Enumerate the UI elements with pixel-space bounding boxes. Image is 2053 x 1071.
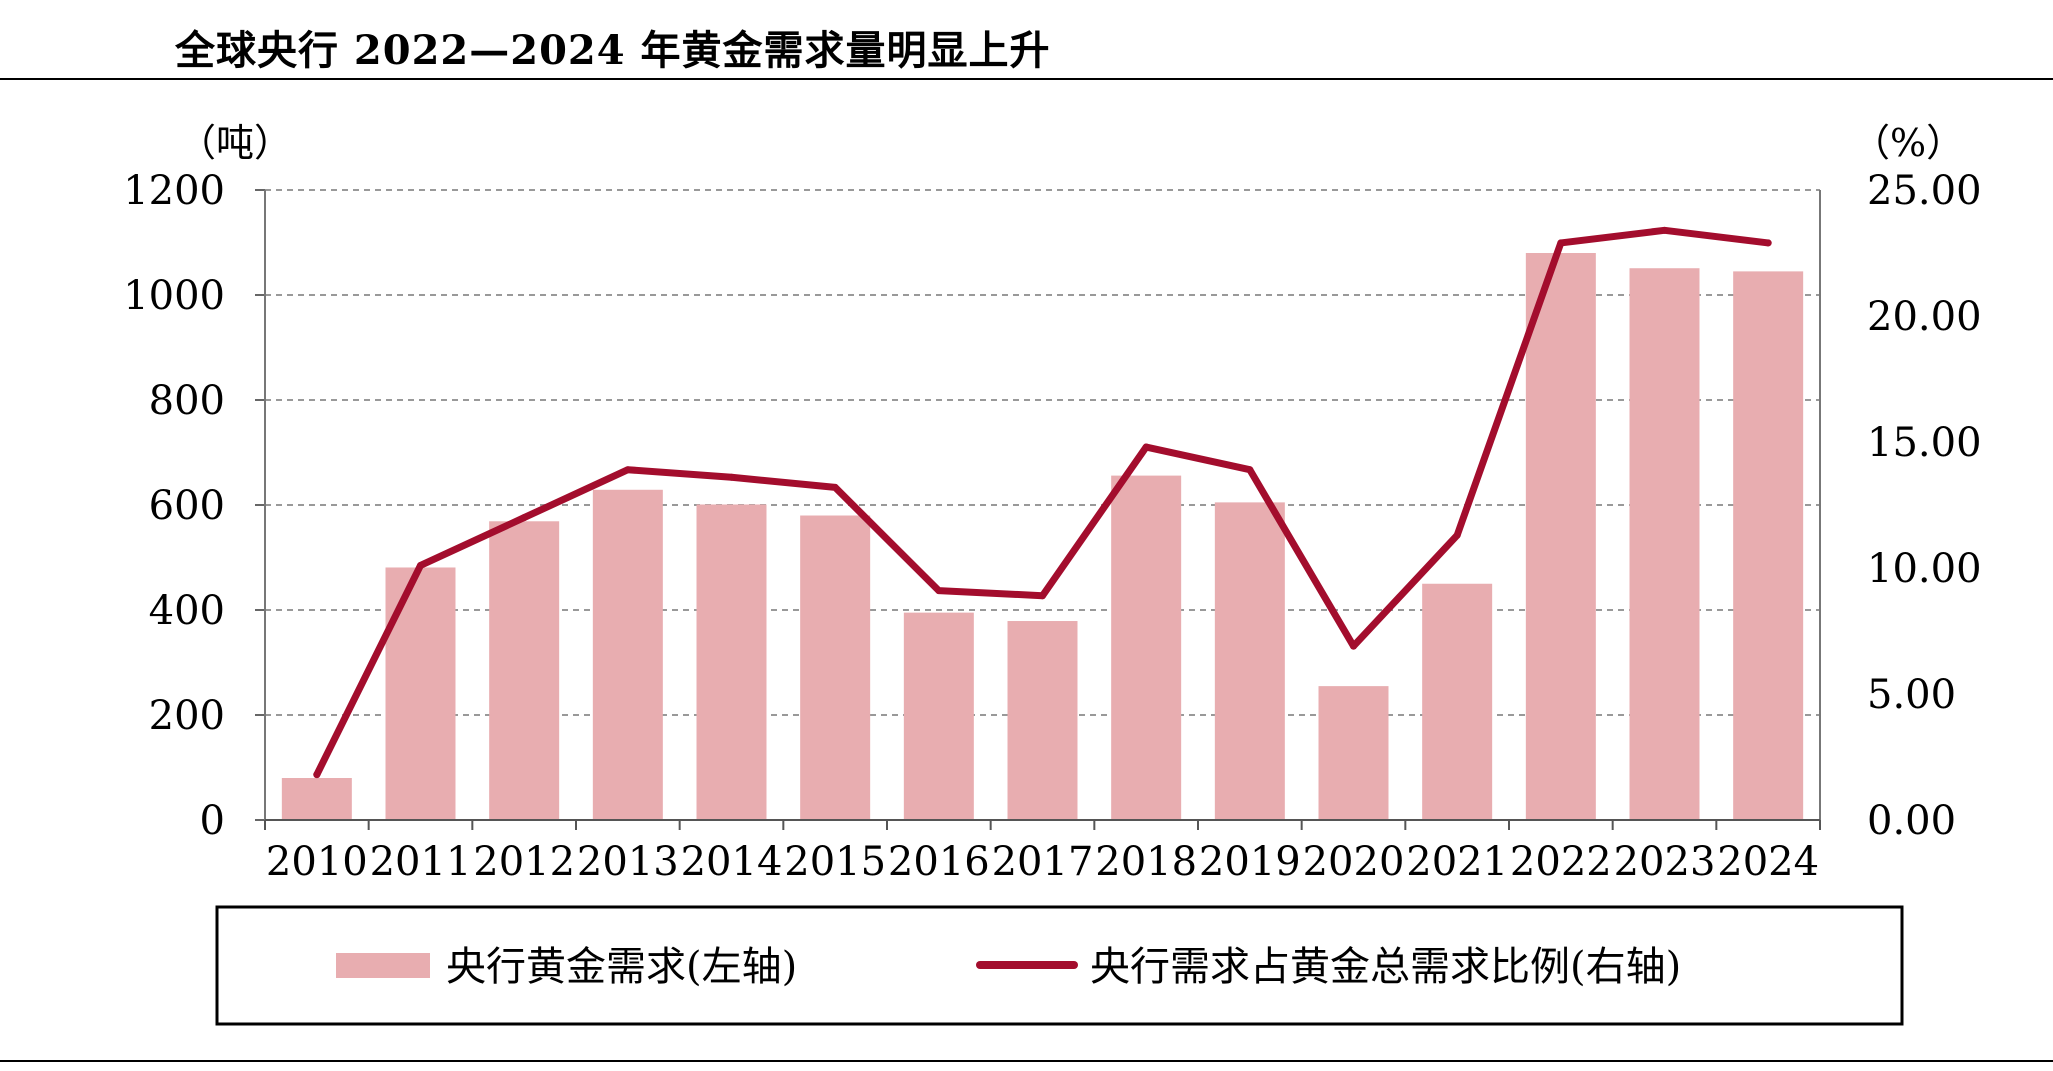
left-axis-tick-label: 800 bbox=[149, 378, 225, 424]
x-axis-label-2015: 2015 bbox=[784, 839, 886, 885]
x-axis-label-2016: 2016 bbox=[888, 839, 990, 885]
left-axis-tick-label: 1000 bbox=[123, 273, 225, 319]
bar-2011 bbox=[385, 567, 456, 820]
bar-2012 bbox=[489, 521, 560, 820]
left-axis-tick-label: 600 bbox=[149, 483, 225, 529]
x-axis-label-2011: 2011 bbox=[370, 839, 472, 885]
axes-layer bbox=[255, 189, 1821, 830]
x-axis-label-2023: 2023 bbox=[1614, 839, 1716, 885]
bar-2014 bbox=[696, 504, 767, 820]
x-axis-label-2013: 2013 bbox=[577, 839, 679, 885]
ratio-point-2024 bbox=[1764, 239, 1772, 247]
bar-2022 bbox=[1525, 253, 1596, 820]
right-axis-tick-label: 15.00 bbox=[1867, 420, 1982, 466]
x-axis-label-2017: 2017 bbox=[992, 839, 1094, 885]
bar-2023 bbox=[1629, 268, 1700, 821]
x-axis-label-2010: 2010 bbox=[266, 839, 368, 885]
x-axis-label-2020: 2020 bbox=[1303, 839, 1405, 885]
ratio-point-2012 bbox=[520, 514, 528, 522]
bar-2013 bbox=[592, 489, 663, 820]
right-axis-tick-label: 0.00 bbox=[1867, 798, 1956, 844]
labels-layer: 0 200 400 600 800 1000 1200 0.00 5.00 10.00 15.00 2… bbox=[123, 121, 1981, 885]
left-axis-tick-label: 1200 bbox=[123, 168, 225, 214]
right-axis-tick-label: 10.00 bbox=[1867, 546, 1982, 592]
bar-2020 bbox=[1318, 686, 1389, 820]
x-axis-label-2019: 2019 bbox=[1199, 839, 1301, 885]
ratio-point-2017 bbox=[1039, 592, 1046, 600]
ratio-point-2019 bbox=[1246, 466, 1254, 474]
legend-label-bar: 央行黄金需求(左轴) bbox=[446, 944, 797, 990]
ratio-point-2018 bbox=[1142, 443, 1150, 451]
right-axis-tick-label: 5.00 bbox=[1867, 672, 1956, 718]
bar-2017 bbox=[1007, 621, 1078, 820]
bar-2016 bbox=[903, 612, 974, 820]
line-layer bbox=[313, 226, 1772, 779]
ratio-point-2021 bbox=[1453, 531, 1461, 539]
title-divider bbox=[0, 78, 2053, 80]
legend-label-line: 央行需求占黄金总需求比例(右轴) bbox=[1090, 944, 1681, 990]
legend-box bbox=[215, 905, 1904, 1026]
right-axis-tick-label: 25.00 bbox=[1867, 168, 1982, 214]
x-axis-label-2018: 2018 bbox=[1095, 839, 1197, 885]
bar-2015 bbox=[800, 515, 871, 820]
left-axis-tick-label: 200 bbox=[149, 693, 225, 739]
bar-2018 bbox=[1111, 475, 1182, 820]
ratio-point-2013 bbox=[624, 466, 632, 474]
bar-2019 bbox=[1214, 502, 1285, 820]
x-axis-label-2021: 2021 bbox=[1406, 839, 1508, 885]
bottom-divider bbox=[0, 1060, 2053, 1062]
legend-swatch-bar bbox=[336, 953, 430, 978]
left-axis-tick-label: 0 bbox=[200, 798, 225, 844]
ratio-point-2022 bbox=[1557, 239, 1565, 247]
x-axis-label-2024: 2024 bbox=[1717, 839, 1819, 885]
chart-title: 全球央行 2022—2024 年黄金需求量明显上升 bbox=[175, 27, 1051, 74]
ratio-point-2014 bbox=[728, 473, 735, 481]
ratio-point-2010 bbox=[313, 771, 321, 779]
legend: 央行黄金需求(左轴) 央行需求占黄金总需求比例(右轴) bbox=[215, 905, 1904, 1026]
x-axis-label-2014: 2014 bbox=[681, 839, 783, 885]
ratio-point-2011 bbox=[417, 561, 424, 569]
ratio-point-2016 bbox=[935, 587, 943, 595]
ratio-point-2023 bbox=[1661, 226, 1668, 234]
bar-2021 bbox=[1422, 583, 1493, 820]
bars-layer bbox=[281, 253, 1804, 821]
x-axis-label-2012: 2012 bbox=[473, 839, 575, 885]
x-axis-label-2022: 2022 bbox=[1510, 839, 1612, 885]
right-axis-unit: （%） bbox=[1852, 121, 1964, 165]
bar-2024 bbox=[1733, 271, 1804, 820]
ratio-point-2020 bbox=[1350, 642, 1357, 650]
right-axis-tick-label: 20.00 bbox=[1867, 294, 1982, 340]
left-axis-tick-label: 400 bbox=[149, 588, 225, 634]
bar-2010 bbox=[281, 778, 352, 820]
ratio-point-2015 bbox=[831, 483, 839, 491]
left-axis-unit: （吨） bbox=[178, 121, 292, 165]
